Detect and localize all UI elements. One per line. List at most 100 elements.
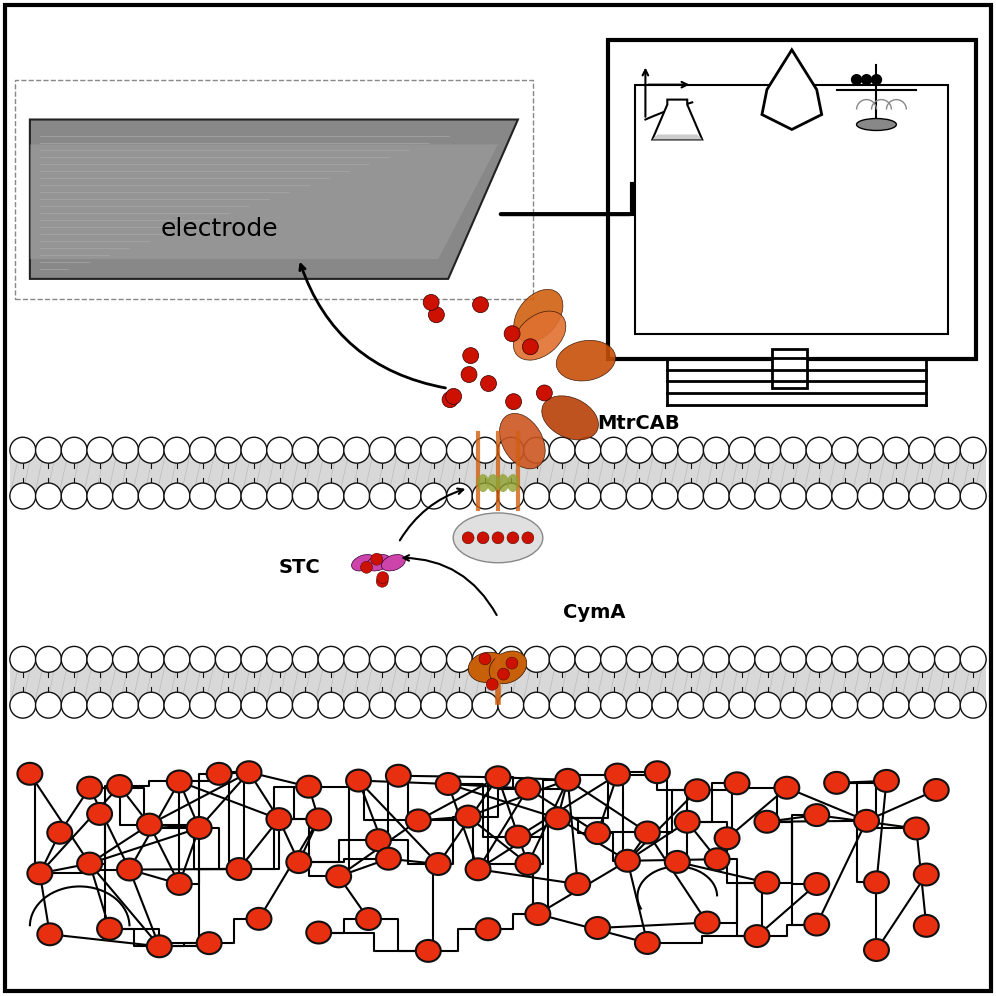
Ellipse shape (476, 918, 500, 940)
Ellipse shape (616, 850, 640, 872)
Circle shape (575, 437, 601, 463)
Circle shape (498, 483, 524, 509)
Bar (15, 80, 533, 299)
Ellipse shape (77, 777, 102, 799)
Circle shape (524, 692, 550, 718)
Circle shape (883, 692, 909, 718)
Circle shape (241, 646, 267, 672)
Circle shape (832, 437, 858, 463)
Circle shape (858, 483, 883, 509)
Circle shape (472, 646, 498, 672)
Circle shape (934, 646, 960, 672)
Ellipse shape (514, 290, 563, 342)
Ellipse shape (466, 859, 490, 880)
Ellipse shape (695, 911, 719, 933)
Circle shape (370, 437, 395, 463)
Circle shape (729, 437, 755, 463)
Circle shape (10, 437, 36, 463)
Circle shape (164, 646, 190, 672)
Ellipse shape (542, 395, 599, 440)
Circle shape (506, 657, 518, 669)
Circle shape (549, 483, 575, 509)
Ellipse shape (804, 873, 829, 895)
Circle shape (934, 437, 960, 463)
Circle shape (138, 692, 164, 718)
Ellipse shape (27, 863, 53, 884)
Circle shape (61, 692, 87, 718)
Ellipse shape (755, 811, 780, 833)
Polygon shape (652, 134, 702, 139)
Text: MtrCAB: MtrCAB (598, 413, 680, 433)
Circle shape (498, 646, 524, 672)
Ellipse shape (497, 474, 509, 492)
Circle shape (486, 678, 498, 690)
Ellipse shape (854, 810, 879, 832)
Circle shape (858, 692, 883, 718)
Circle shape (36, 646, 62, 672)
Circle shape (462, 532, 474, 544)
Circle shape (10, 483, 36, 509)
Circle shape (344, 646, 370, 672)
Circle shape (370, 483, 395, 509)
Circle shape (395, 646, 421, 672)
Circle shape (442, 391, 458, 407)
Circle shape (423, 295, 439, 311)
Circle shape (858, 437, 883, 463)
Circle shape (537, 385, 553, 401)
Ellipse shape (307, 809, 331, 831)
Ellipse shape (645, 761, 670, 783)
Circle shape (729, 692, 755, 718)
Polygon shape (30, 144, 498, 259)
Ellipse shape (775, 777, 800, 799)
Circle shape (215, 692, 241, 718)
Circle shape (781, 437, 807, 463)
Circle shape (909, 646, 935, 672)
Circle shape (652, 437, 678, 463)
Circle shape (755, 483, 781, 509)
Circle shape (601, 483, 626, 509)
Circle shape (883, 646, 909, 672)
Circle shape (463, 348, 479, 364)
Circle shape (376, 576, 388, 588)
Circle shape (960, 483, 986, 509)
Circle shape (428, 307, 444, 323)
Ellipse shape (386, 765, 411, 787)
Ellipse shape (874, 770, 899, 792)
Ellipse shape (347, 770, 371, 792)
Circle shape (10, 646, 36, 672)
Circle shape (703, 646, 729, 672)
Circle shape (601, 692, 626, 718)
Ellipse shape (307, 921, 331, 943)
Ellipse shape (297, 776, 321, 798)
Polygon shape (652, 100, 702, 139)
Circle shape (138, 646, 164, 672)
Circle shape (549, 692, 575, 718)
Polygon shape (10, 659, 986, 705)
Circle shape (507, 532, 519, 544)
Circle shape (522, 532, 534, 544)
Circle shape (852, 75, 862, 85)
Circle shape (524, 437, 550, 463)
Bar (10, 757, 986, 986)
Ellipse shape (166, 771, 191, 793)
Circle shape (164, 692, 190, 718)
Circle shape (601, 437, 626, 463)
Ellipse shape (914, 864, 939, 885)
Ellipse shape (516, 778, 541, 800)
Ellipse shape (635, 932, 660, 954)
Ellipse shape (635, 822, 660, 844)
Circle shape (267, 437, 293, 463)
Ellipse shape (865, 939, 889, 961)
Ellipse shape (436, 773, 460, 795)
Circle shape (446, 483, 472, 509)
Circle shape (524, 483, 550, 509)
Ellipse shape (745, 925, 770, 947)
Circle shape (293, 437, 319, 463)
Circle shape (113, 483, 138, 509)
Circle shape (883, 437, 909, 463)
Circle shape (909, 692, 935, 718)
Circle shape (421, 692, 447, 718)
Circle shape (36, 437, 62, 463)
Circle shape (293, 692, 319, 718)
Circle shape (498, 437, 524, 463)
